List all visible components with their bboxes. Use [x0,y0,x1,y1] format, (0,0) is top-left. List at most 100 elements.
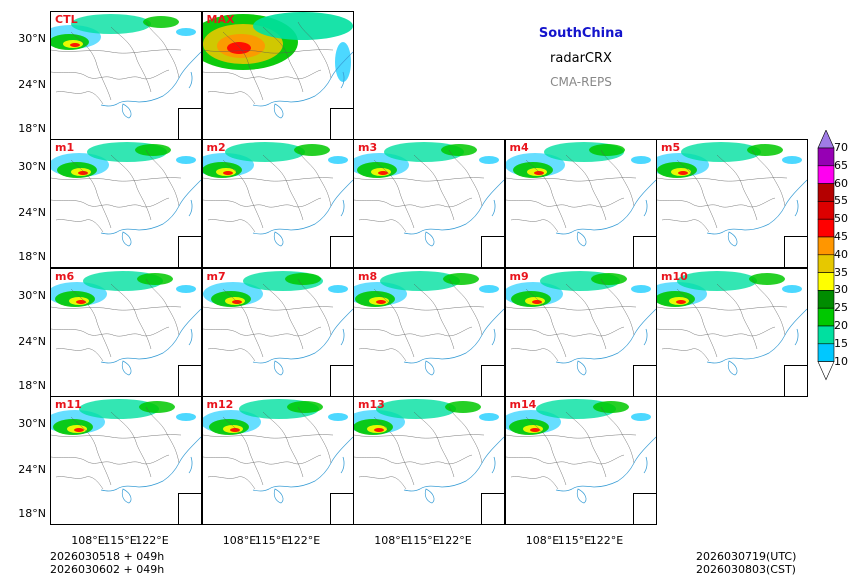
map-panel: m11 [50,395,202,525]
panel-label: m4 [509,141,529,155]
colorbar-segment [817,236,835,256]
panel-label: m6 [55,269,75,283]
radar-map [51,14,201,119]
valid-time-cst: 2026030803(CST) [696,563,796,576]
lon-tick-label: 115°E [103,534,137,547]
colorbar-segment [817,183,835,202]
colorbar-segment [817,272,835,291]
colorbar-segment [817,307,835,327]
colorbar-segment [817,361,835,381]
panel-label: m8 [358,269,378,283]
colorbar-segment [817,201,835,220]
init-time-line-2: 2026030602 + 049h [50,563,165,576]
map-panel: m9 [504,267,657,397]
panel-label: m3 [358,141,378,155]
colorbar-tick-label: 55 [834,194,848,208]
lon-tick-label: 108°E [222,534,257,547]
colorbar-tick-label: 40 [834,247,848,261]
radar-map [505,398,656,504]
map-panel: m6 [50,267,202,397]
radar-map [354,142,504,247]
radar-map [505,142,656,247]
panel-label: m12 [206,397,234,411]
map-panel: m10 [656,267,808,397]
colorbar-tick-label: 45 [834,230,848,243]
lon-tick-label: 122°E [286,534,321,547]
colorbar-segment [817,165,835,184]
colorbar-tick-label: 50 [834,212,848,226]
lat-tick-label: 30°N [18,32,46,45]
radar-map [505,270,656,375]
south-china-sea-inset [178,364,201,396]
radar-map [354,270,504,375]
radar-map [202,142,353,247]
radar-map [202,398,353,504]
south-china-sea-inset [178,236,201,268]
radar-map [202,270,353,375]
panel-label: m5 [661,141,681,155]
lat-tick-label: 18°N [18,122,46,135]
south-china-sea-inset [329,492,353,524]
map-panel: m2 [201,139,354,269]
colorbar-tick-label: 65 [834,158,848,172]
south-china-sea-inset [632,492,656,524]
region-title: SouthChina [538,26,624,41]
panel-label: MAX [206,13,235,26]
init-time-line-1: 2026030518 + 049h [50,550,165,563]
valid-time: 2026030719(UTC) 2026030803(CST) [696,550,796,576]
lon-tick-label: 115°E [557,534,592,547]
south-china-sea-inset [178,492,201,524]
lon-tick-label: 122°E [438,534,472,547]
lat-tick-label: 24°N [18,334,46,348]
panel-label: m14 [509,397,537,411]
south-china-sea-inset [481,364,504,396]
south-china-sea-inset [784,364,807,396]
lon-tick-label: 115°E [406,534,440,547]
colorbar-tick-label: 10 [834,354,848,368]
colorbar-segment [817,290,835,309]
panel-label: CTL [55,13,78,26]
colorbar-tick-label: 35 [834,265,848,279]
lon-tick-label: 108°E [374,534,408,547]
colorbar [817,130,835,381]
colorbar-tick-label: 25 [834,301,848,315]
lat-tick-label: 24°N [18,206,46,220]
map-panel: m12 [201,395,354,525]
lat-tick-label: 18°N [18,250,46,264]
panel-label: m1 [55,141,75,155]
panel-label: m7 [206,269,226,283]
lon-tick-label: 108°E [71,534,105,547]
lat-tick-label: 24°N [18,78,46,91]
map-panel: CTL [50,11,202,140]
south-china-sea-inset [329,364,353,396]
south-china-sea-inset [784,236,807,268]
south-china-sea-inset [329,108,353,139]
radar-map [51,270,201,375]
title-block: SouthChina radarCRX CMA-REPS [481,26,681,89]
colorbar-tick-label: 15 [834,336,848,350]
lat-tick-label: 18°N [18,506,46,520]
colorbar-segment [817,254,835,273]
radar-map [51,142,201,247]
lat-tick-label: 30°N [18,160,46,174]
valid-time-utc: 2026030719(UTC) [696,550,797,563]
map-panel: m13 [353,395,505,525]
radar-map [51,398,201,504]
radar-map [354,398,504,504]
panel-label: m10 [661,269,688,283]
south-china-sea-inset [329,236,353,268]
south-china-sea-inset [632,364,656,396]
lon-tick-label: 122°E [589,534,624,547]
south-china-sea-inset [632,236,656,268]
map-panel: m14 [504,395,657,525]
colorbar-tick-label: 60 [834,176,848,190]
radar-map [657,142,807,247]
colorbar-segment [817,130,835,149]
panel-label: m11 [55,397,82,411]
map-panel: m4 [504,139,657,269]
map-panel: m8 [353,267,505,397]
radar-map [657,270,807,375]
panel-label: m2 [206,141,226,155]
colorbar-segment [817,218,835,238]
colorbar-tick-label: 30 [834,283,848,297]
